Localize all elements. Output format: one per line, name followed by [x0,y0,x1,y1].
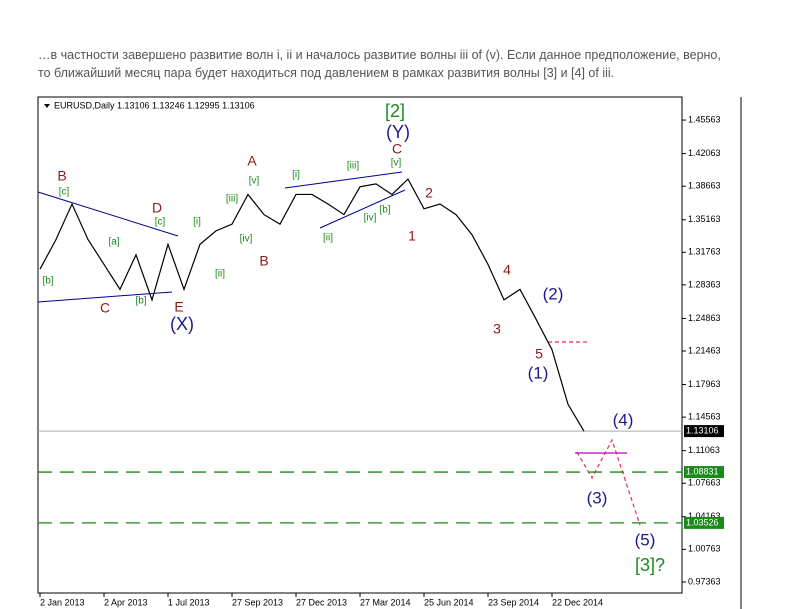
x-tick-label: 23 Sep 2014 [488,597,539,607]
wave-label: 1 [408,228,416,244]
wave-label: [v] [391,158,402,169]
x-tick-label: 27 Sep 2013 [232,597,283,607]
wave-label: [ii] [323,233,333,244]
level-label: 1.03526 [686,517,719,527]
wave-label: [i] [193,217,201,228]
wave-label: E [174,299,183,315]
wave-label: (3) [587,488,608,507]
y-tick-label: 1.14563 [688,412,721,422]
x-tick-label: 27 Dec 2013 [296,597,347,607]
x-tick-label: 1 Jul 2013 [168,597,210,607]
price-line [39,178,585,432]
wave-label: [i] [292,170,300,181]
wave-label: (X) [170,314,194,334]
wave-label: [iv] [240,234,253,245]
wave-label: C [100,300,110,316]
y-tick-label: 1.38663 [688,181,721,191]
wave-label: [iii] [347,161,359,172]
y-tick-label: 1.17963 [688,379,721,389]
wave-label: [ii] [215,269,225,280]
wave-label: [c] [155,217,166,228]
y-tick-label: 1.31763 [688,247,721,257]
wave-label: [3]? [635,555,665,575]
wave-label: D [152,200,162,216]
wave-label: (4) [613,410,634,429]
y-tick-label: 0.97363 [688,576,721,586]
x-tick-label: 2 Jan 2013 [40,597,85,607]
wave-label: (5) [635,530,656,549]
wave-label: [iii] [226,194,238,205]
wave-label: A [247,153,257,169]
wave-label: 3 [493,321,501,337]
y-tick-label: 1.35163 [688,214,721,224]
y-tick-label: 1.42063 [688,148,721,158]
x-tick-label: 2 Apr 2013 [104,597,148,607]
y-tick-label: 1.24863 [688,313,721,323]
y-tick-label: 1.45563 [688,114,721,124]
forecast [548,341,641,526]
wave-label: (2) [543,284,564,303]
level-label: 1.13106 [686,425,719,435]
wave-label: [b] [135,296,146,307]
wave-label: [b] [379,205,390,216]
wave-label: (1) [528,363,549,382]
level-box [684,516,724,529]
wave-label: 2 [425,185,433,201]
wave-label: (Y) [386,122,410,142]
level-box [684,425,724,438]
y-tick-label: 1.07663 [688,478,721,488]
wave-label: 5 [535,346,543,362]
y-tick-label: 1.04163 [688,511,721,521]
x-tick-label: 25 Jun 2014 [424,597,474,607]
x-tick-label: 22 Dec 2014 [552,597,603,607]
paragraph-line: то ближайший месяц пара будет находиться… [38,66,615,80]
wave-label: [2] [385,101,405,121]
trendlines [37,171,406,303]
wave-label: C [392,141,402,157]
wave-label: B [57,168,66,184]
y-tick-label: 1.11063 [688,445,720,455]
x-tick-label: 27 Mar 2014 [360,597,411,607]
y-tick-label: 1.28363 [688,279,721,289]
plot-frame [37,96,683,594]
wave-label: 4 [503,262,511,278]
y-tick-label: 1.00763 [688,544,721,554]
wave-label: B [259,253,268,269]
level-label: 1.08831 [686,466,719,476]
wave-label: [a] [108,237,119,248]
y-tick-label: 1.21463 [688,345,721,355]
menu-arrow [44,104,50,108]
wave-label: [v] [249,176,260,187]
level-box [684,466,724,479]
wave-label: [b] [42,276,53,287]
wave-label: [iv] [364,213,377,224]
chart-title: EURUSD,Daily 1.13106 1.13246 1.12995 1.1… [54,100,255,110]
wave-label: [c] [59,187,70,198]
paragraph-line: …в частности завершено развитие волн i, … [38,48,721,62]
paragraph: …в частности завершено развитие волн i, … [38,46,798,82]
